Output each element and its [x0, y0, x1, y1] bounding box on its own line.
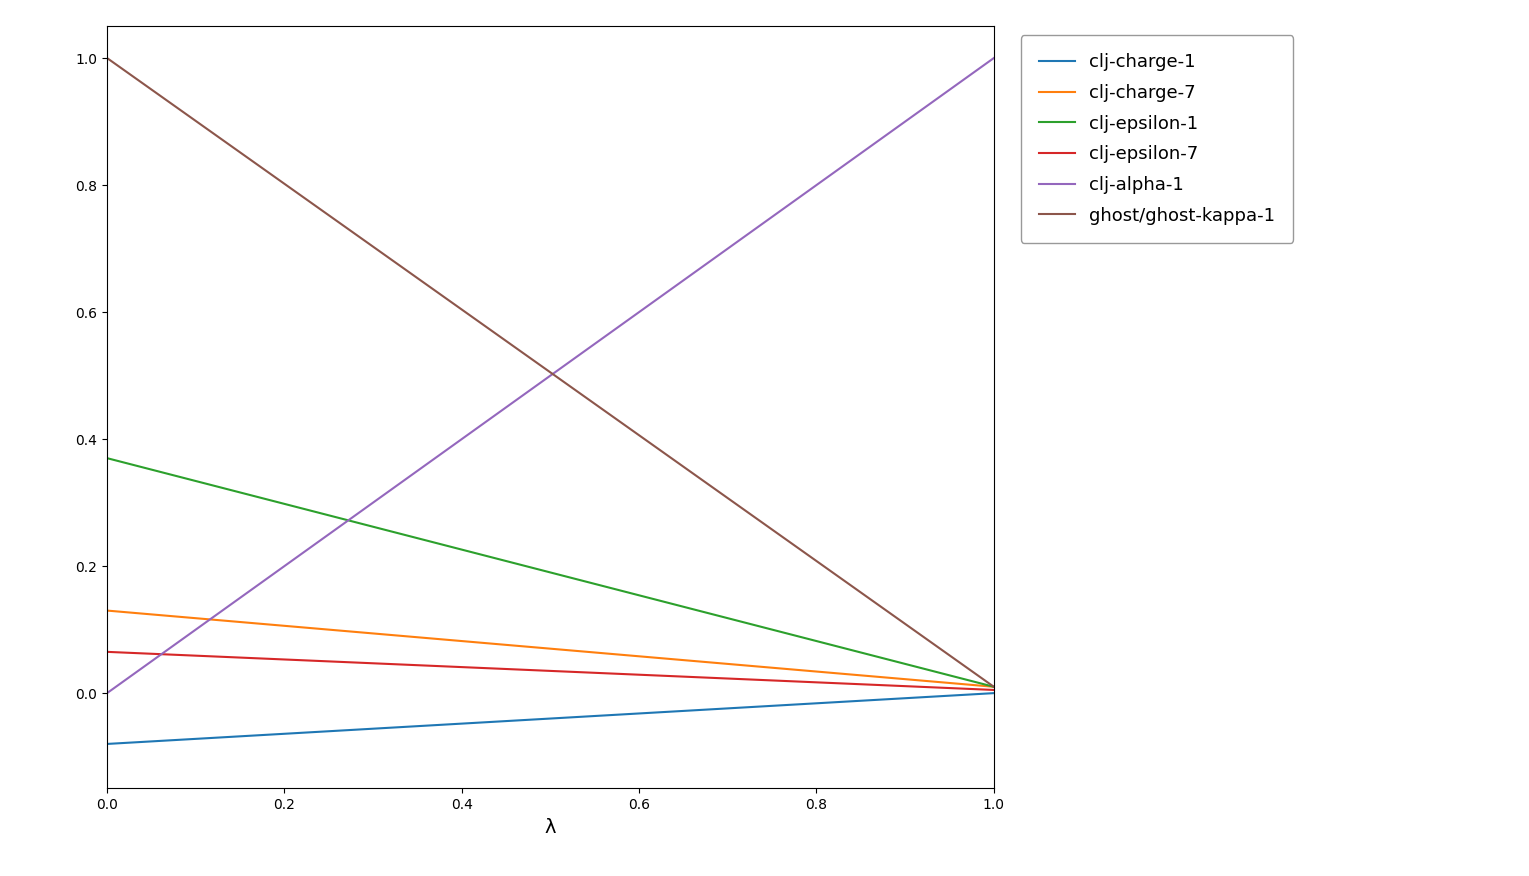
Legend: clj-charge-1, clj-charge-7, clj-epsilon-1, clj-epsilon-7, clj-alpha-1, ghost/gho: clj-charge-1, clj-charge-7, clj-epsilon-… [1021, 35, 1294, 243]
X-axis label: λ: λ [544, 817, 557, 837]
